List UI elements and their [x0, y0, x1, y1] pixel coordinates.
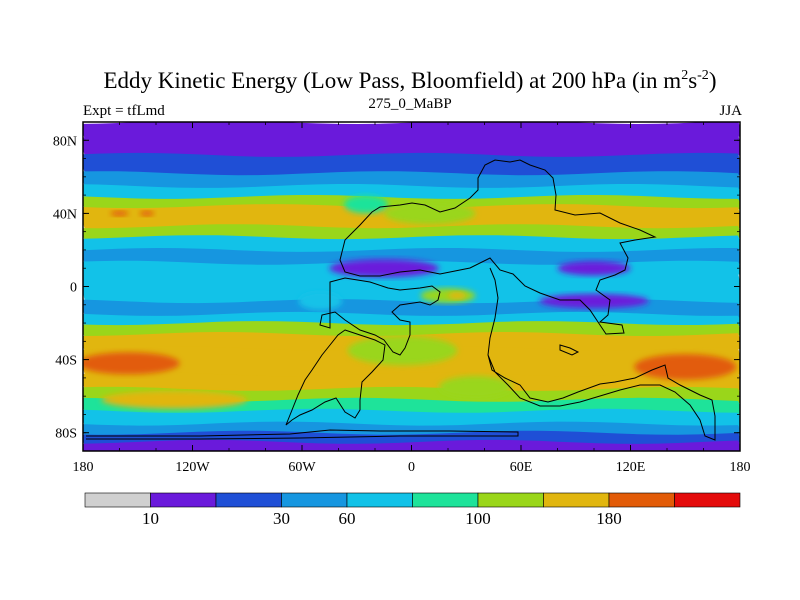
x-tick-label: 180	[73, 460, 94, 475]
field-blob-13	[438, 376, 512, 398]
colorbar-box-4	[346, 492, 413, 508]
colorbar-label: 60	[339, 509, 356, 528]
colorbar-box-0	[84, 492, 151, 508]
field-blob-0	[83, 352, 180, 375]
field-blob-4	[384, 202, 476, 225]
y-tick-label: 80N	[53, 134, 77, 149]
y-tick-label: 80S	[55, 427, 77, 442]
colorbar-box-5	[412, 492, 479, 508]
field-band-17	[83, 372, 740, 393]
right-subtitle: JJA	[719, 103, 742, 119]
field-blob-5	[344, 195, 388, 214]
eke-field	[83, 122, 740, 451]
chart-title-sup2: -2	[697, 68, 709, 83]
axes: 180 120W 60W 0 60E 120E 180 80N 40N 0 40S 80S	[53, 121, 751, 475]
x-tick-label: 120E	[616, 460, 646, 475]
colorbar-box-1	[150, 492, 217, 508]
x-tick-label: 120W	[175, 460, 210, 475]
colorbar-label: 180	[596, 509, 622, 528]
field-blob-11	[347, 335, 458, 366]
colorbar-box-9	[674, 492, 741, 508]
field-blob-10	[448, 291, 467, 300]
colorbar-label: 10	[142, 509, 159, 528]
chart-title-main: Eddy Kinetic Energy (Low Pass, Bloomfiel…	[103, 68, 682, 93]
chart-title-sup1: 2	[681, 68, 689, 83]
colorbar-box-2	[215, 492, 282, 508]
field-blob-6	[329, 259, 439, 278]
colorbar-label: 100	[465, 509, 491, 528]
field-band-2	[83, 152, 740, 178]
x-tick-label: 0	[408, 460, 415, 475]
x-tick-label: 60E	[510, 460, 533, 475]
field-blob-3	[139, 210, 155, 217]
y-tick-label: 0	[70, 281, 77, 296]
field-band-0	[83, 122, 740, 141]
colorbar-box-8	[608, 492, 675, 508]
chart-title-end: )	[708, 68, 717, 93]
field-blob-7	[557, 260, 631, 276]
field-blob-8	[539, 293, 649, 309]
field-blob-14	[101, 390, 248, 409]
x-tick-label: 180	[730, 460, 751, 475]
continent-outlines	[86, 159, 716, 441]
colorbar: 10 30 60 100 180	[84, 492, 741, 528]
x-tick-label: 60W	[288, 460, 316, 475]
field-blob-2	[110, 210, 129, 217]
chart-title-mid: s	[688, 68, 698, 93]
colorbar-label: 30	[273, 509, 290, 528]
y-tick-label: 40N	[53, 207, 77, 222]
field-blob-12	[298, 292, 343, 311]
y-tick-label: 40S	[55, 354, 77, 369]
center-subtitle: 275_0_MaBP	[368, 96, 452, 112]
field-band-8	[83, 235, 740, 254]
field-blob-9	[420, 288, 476, 303]
chart-title: Eddy Kinetic Energy (Low Pass, Bloomfiel…	[0, 68, 800, 94]
field-band-1	[83, 134, 740, 159]
field-blob-1	[634, 354, 737, 380]
colorbar-box-6	[477, 492, 544, 508]
colorbar-box-3	[281, 492, 348, 508]
left-subtitle: Expt = tfLmd	[83, 103, 165, 119]
colorbar-box-7	[543, 492, 610, 508]
